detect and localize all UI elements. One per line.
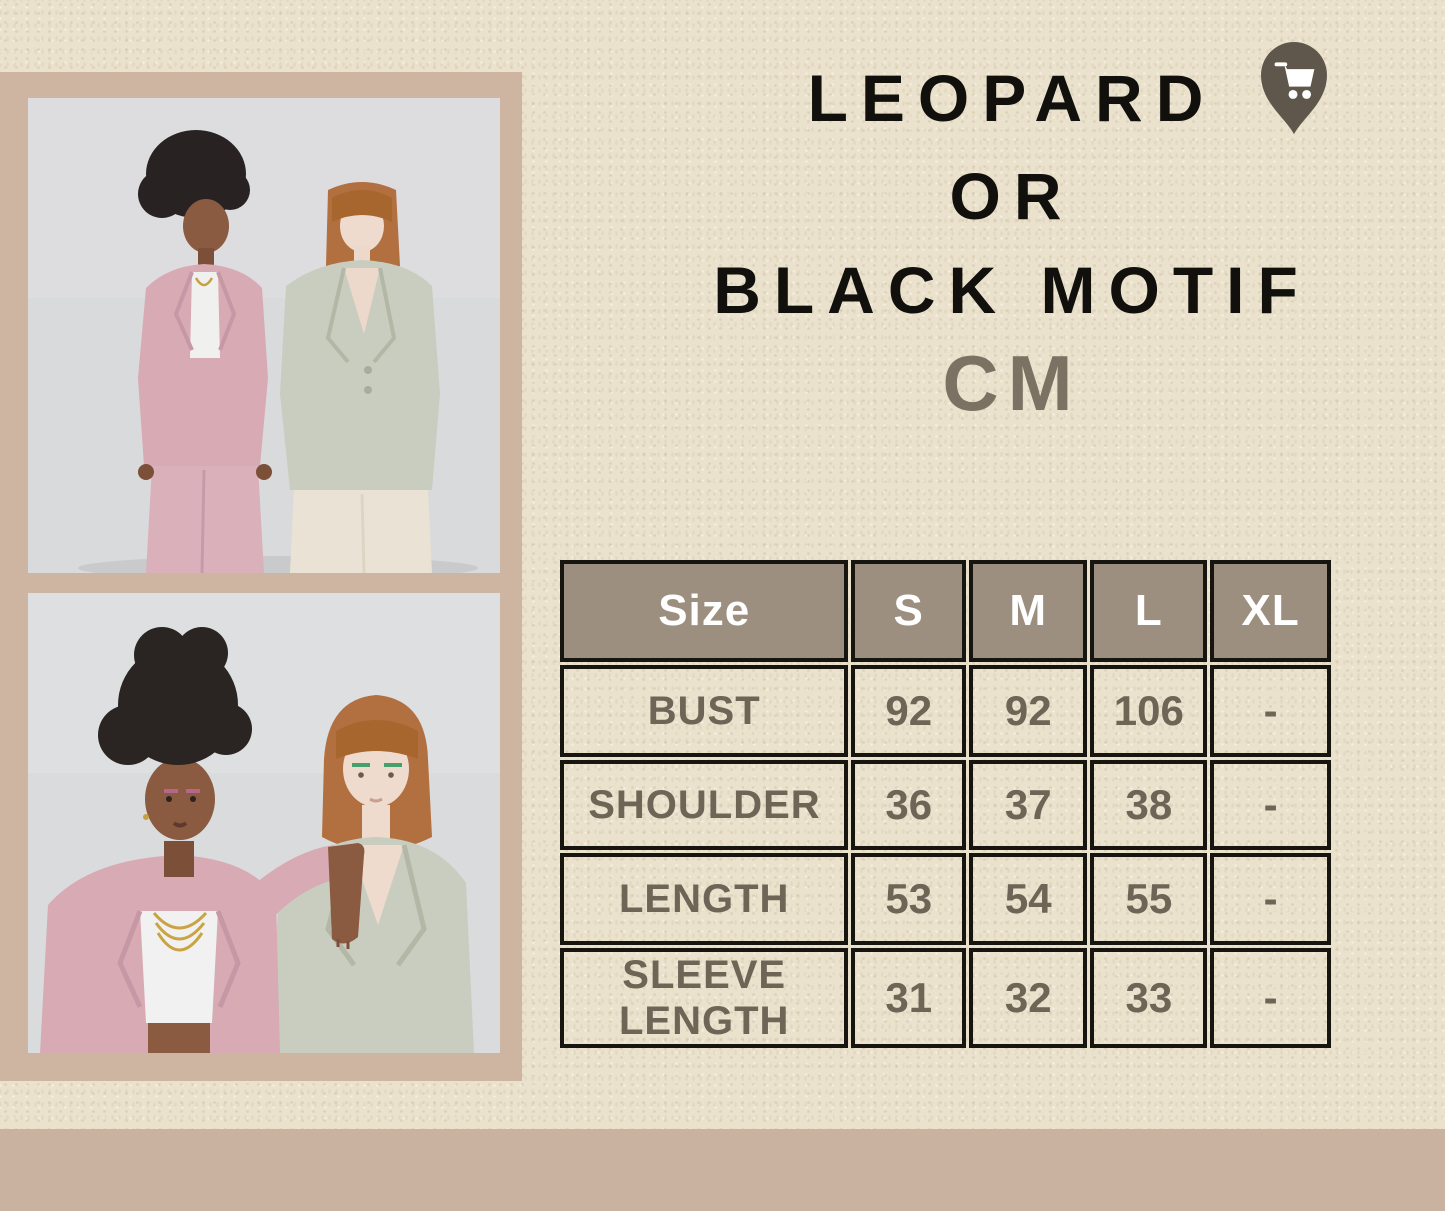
photo-frame <box>0 72 522 1081</box>
models-illustration-full <box>28 98 500 573</box>
models-illustration-closeup <box>28 593 500 1053</box>
shoulder-s: 36 <box>851 760 967 850</box>
length-l: 55 <box>1090 853 1208 945</box>
model-right-sage-blazer <box>280 182 440 573</box>
page-title-line-3: BLACK MOTIF <box>713 253 1311 327</box>
sleeve-length-m: 32 <box>969 948 1088 1048</box>
length-xl: - <box>1210 853 1331 945</box>
table-row-shoulder: SHOULDER 36 37 38 - <box>560 760 1331 850</box>
sleeve-length-s: 31 <box>851 948 967 1048</box>
length-m: 54 <box>969 853 1088 945</box>
shoulder-xl: - <box>1210 760 1331 850</box>
col-header-size: Size <box>560 560 849 662</box>
shoulder-m: 37 <box>969 760 1088 850</box>
row-label-bust: BUST <box>560 665 849 757</box>
bust-xl: - <box>1210 665 1331 757</box>
shoulder-l: 38 <box>1090 760 1208 850</box>
bust-m: 92 <box>969 665 1088 757</box>
model-left-pink-suit <box>138 130 272 573</box>
table-row-length: LENGTH 53 54 55 - <box>560 853 1331 945</box>
table-row-sleeve-length: SLEEVE LENGTH 31 32 33 - <box>560 948 1331 1048</box>
model-right-closeup <box>268 695 474 1053</box>
page-title-line-2: OR <box>949 159 1075 233</box>
unit-label: CM <box>942 339 1082 427</box>
bust-s: 92 <box>851 665 967 757</box>
sleeve-length-l: 33 <box>1090 948 1208 1048</box>
page-title-line-1: LEOPARD <box>807 61 1217 135</box>
col-header-s: S <box>851 560 967 662</box>
length-s: 53 <box>851 853 967 945</box>
bust-l: 106 <box>1090 665 1208 757</box>
sleeve-length-xl: - <box>1210 948 1331 1048</box>
models-photo-full-length <box>28 98 500 573</box>
table-row-bust: BUST 92 92 106 - <box>560 665 1331 757</box>
bottom-accent-bar <box>0 1129 1445 1211</box>
row-label-length: LENGTH <box>560 853 849 945</box>
row-label-sleeve-length: SLEEVE LENGTH <box>560 948 849 1048</box>
title-block: LEOPARD OR BLACK MOTIF CM <box>580 0 1444 460</box>
row-label-shoulder: SHOULDER <box>560 760 849 850</box>
size-table: Size S M L XL BUST 92 92 106 - SHOULDER … <box>557 557 1334 1051</box>
col-header-l: L <box>1090 560 1208 662</box>
col-header-xl: XL <box>1210 560 1331 662</box>
models-photo-closeup <box>28 593 500 1053</box>
col-header-m: M <box>969 560 1088 662</box>
cart-location-pin-icon <box>1261 42 1327 136</box>
size-table-header-row: Size S M L XL <box>560 560 1331 662</box>
model-left-closeup <box>40 627 365 1053</box>
